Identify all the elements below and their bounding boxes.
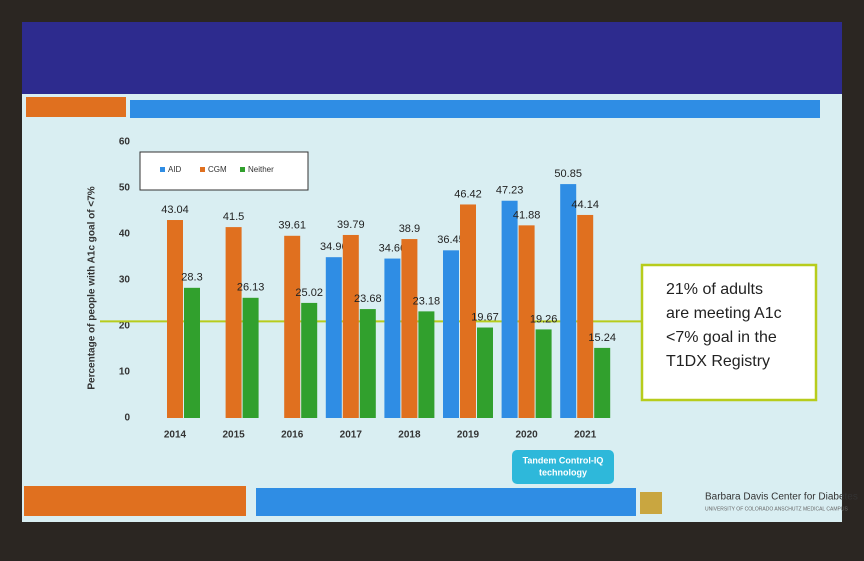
value-label: 39.61 (278, 220, 306, 232)
value-label: 23.18 (413, 295, 441, 307)
bar (325, 257, 342, 418)
note-text: technology (539, 467, 587, 477)
value-label: 47.23 (496, 185, 524, 197)
callout-box (640, 263, 818, 402)
value-label: 41.5 (223, 211, 244, 223)
value-label: 26.13 (237, 282, 265, 294)
bar (594, 347, 611, 418)
legend-label: Neither (248, 165, 274, 174)
callout-text: <7% goal in the (666, 329, 777, 346)
legend-swatch (200, 167, 205, 172)
y-axis-label: Percentage of people with A1c goal of <7… (87, 186, 98, 389)
x-tick-label: 2015 (222, 430, 245, 441)
bar (460, 204, 476, 418)
value-label: 46.42 (454, 188, 482, 200)
bar (167, 220, 183, 418)
footer-sub: UNIVERSITY OF COLORADO ANSCHUTZ MEDICAL … (705, 506, 848, 512)
value-label: 50.85 (554, 168, 582, 180)
value-label: 15.24 (588, 332, 616, 344)
x-tick-label: 2021 (574, 430, 597, 441)
y-tick-label: 30 (119, 275, 131, 286)
value-label: 19.26 (530, 313, 558, 325)
y-tick-label: 40 (119, 229, 131, 240)
y-tick-label: 50 (119, 183, 131, 194)
footer-blue (256, 488, 636, 516)
legend-swatch (160, 167, 165, 172)
bar (301, 302, 318, 418)
legend-label: AID (168, 165, 182, 174)
value-label: 34.96 (320, 241, 348, 253)
value-label: 28.3 (181, 272, 202, 284)
title-band (22, 22, 842, 94)
x-tick-label: 2019 (457, 430, 480, 441)
bar (577, 214, 594, 418)
bar (443, 250, 459, 418)
bar (384, 258, 401, 418)
value-label: 23.68 (354, 293, 382, 305)
bar (477, 327, 493, 418)
orange-strip (26, 97, 126, 117)
y-tick-label: 20 (119, 321, 131, 332)
footer-org: Barbara Davis Center for Diabetes (705, 492, 858, 503)
bar (535, 329, 552, 418)
x-tick-label: 2017 (340, 430, 363, 441)
value-label: 38.9 (399, 223, 420, 235)
bar (401, 239, 418, 418)
bar (418, 311, 435, 418)
value-label: 39.79 (337, 219, 365, 231)
x-tick-label: 2016 (281, 430, 304, 441)
bar (359, 309, 376, 418)
cu-logo (640, 492, 662, 514)
y-tick-label: 60 (119, 137, 131, 148)
footer-orange (24, 486, 246, 516)
legend-swatch (240, 167, 245, 172)
callout-text: 21% of adults (666, 281, 763, 298)
x-tick-label: 2020 (515, 430, 538, 441)
bar (242, 297, 259, 418)
bar (518, 225, 535, 418)
value-label: 41.88 (513, 209, 541, 221)
note-box (512, 450, 614, 484)
value-label: 43.04 (161, 204, 189, 216)
x-tick-label: 2018 (398, 430, 421, 441)
bar (501, 200, 518, 418)
value-label: 25.02 (295, 287, 323, 299)
bar (342, 234, 359, 418)
y-tick-label: 0 (124, 413, 130, 424)
legend-box (139, 151, 309, 191)
y-tick-label: 10 (119, 367, 131, 378)
value-label: 34.66 (379, 242, 407, 254)
bar (284, 235, 301, 418)
value-label: 36.45 (437, 234, 465, 246)
note-text: Tandem Control-IQ (523, 455, 604, 465)
value-label: 44.14 (571, 199, 599, 211)
legend-label: CGM (208, 165, 227, 174)
bar (225, 227, 242, 418)
bar (560, 184, 577, 418)
x-tick-label: 2014 (164, 430, 187, 441)
callout-text: T1DX Registry (666, 353, 770, 370)
value-label: 19.67 (471, 311, 499, 323)
bar (184, 287, 200, 418)
callout-text: are meeting A1c (666, 305, 782, 322)
